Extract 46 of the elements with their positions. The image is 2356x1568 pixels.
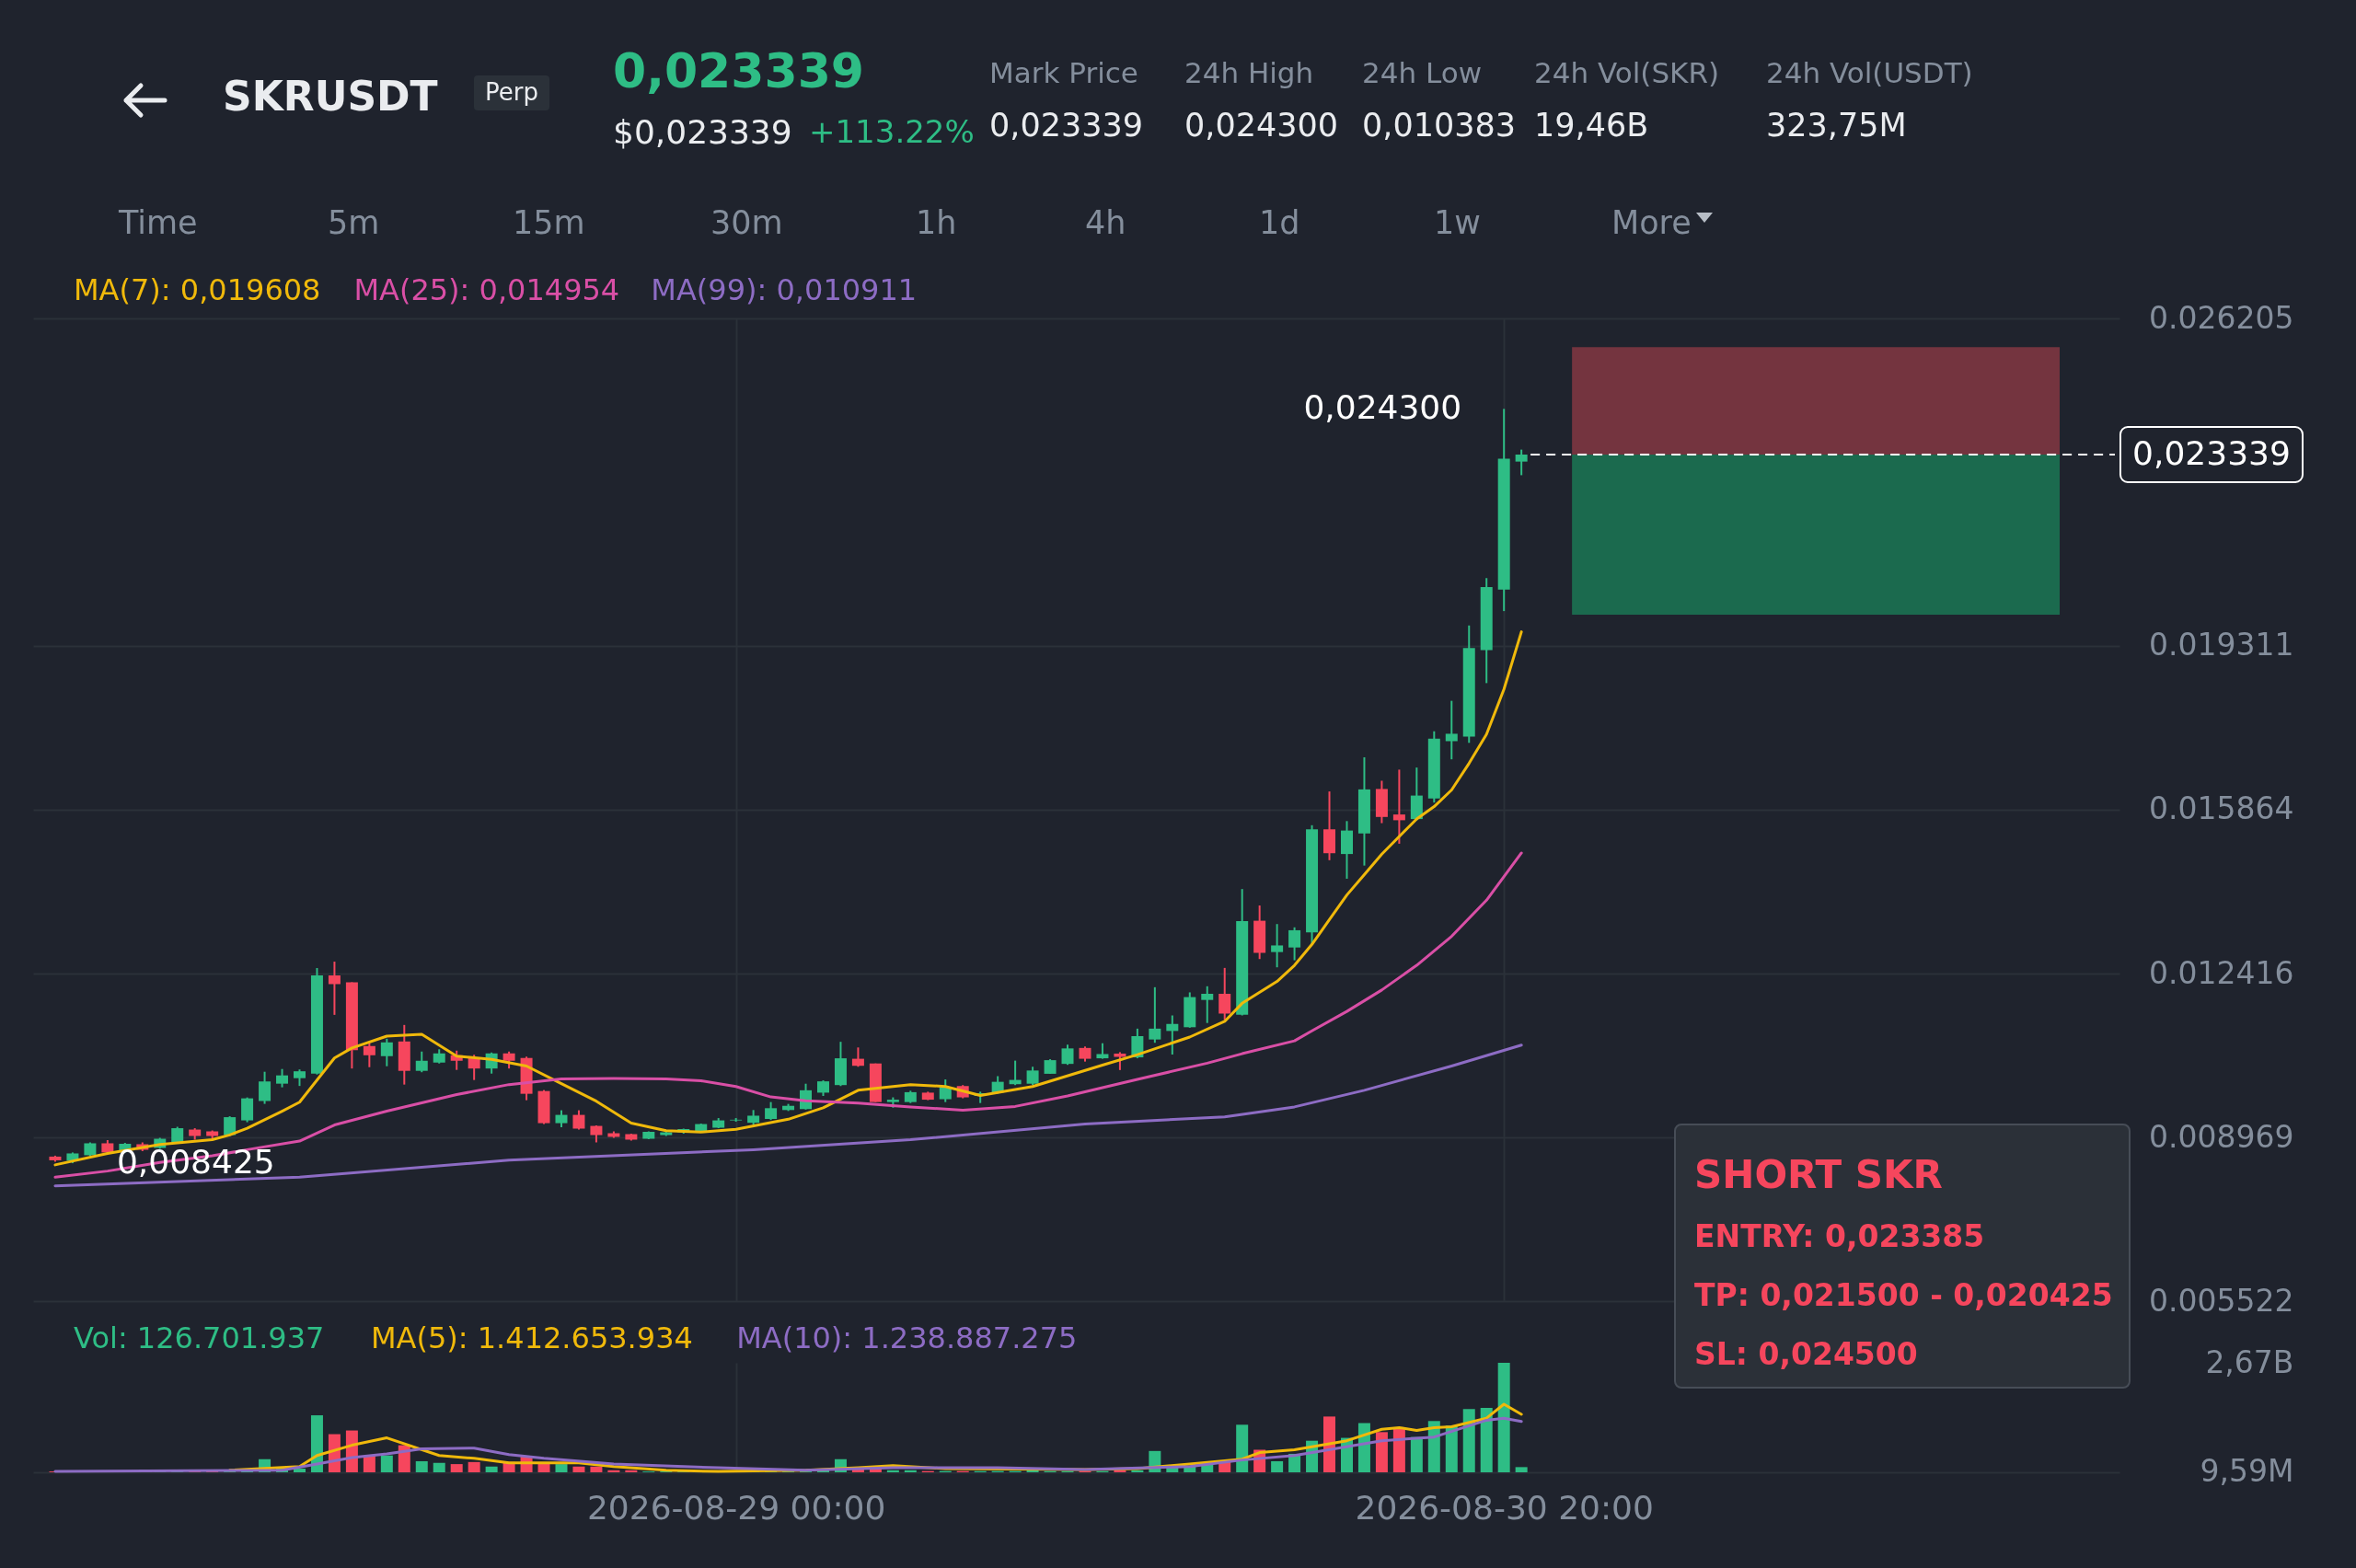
- chart-subtitle: Perp: [474, 75, 549, 110]
- y-tick-label: 0.008969: [2149, 1118, 2294, 1155]
- text: MA(5): 1.412.653.934: [370, 1320, 693, 1355]
- annotation: SL: 0,024500: [1694, 1336, 1918, 1373]
- text: 30m: [710, 203, 783, 242]
- text: 323,75M: [1766, 106, 1907, 144]
- text: Vol: 126.701.937: [74, 1320, 325, 1355]
- text: 0,010383: [1362, 106, 1517, 144]
- text: MA(99): 0,010911: [651, 272, 918, 307]
- text: More: [1611, 203, 1692, 242]
- text: 24h Low: [1362, 56, 1482, 90]
- text: +113.22%: [809, 113, 975, 151]
- text: 0,023339: [613, 43, 865, 99]
- y-tick-label: 0.005522: [2149, 1282, 2294, 1319]
- text: 1w: [1434, 203, 1481, 242]
- y-tick-label: 0.015864: [2149, 790, 2294, 827]
- text: 4h: [1085, 203, 1126, 242]
- x-tick-label: 2026-08-30 20:00: [1355, 1488, 1654, 1527]
- x-tick-label: 2026-08-29 00:00: [586, 1488, 886, 1527]
- text: MA(7): 0,019608: [74, 272, 321, 307]
- text: 1d: [1259, 203, 1300, 242]
- text: Mark Price: [989, 56, 1138, 90]
- y-tick-label: 2,67B: [2205, 1343, 2294, 1380]
- annotation: ENTRY: 0,023385: [1694, 1218, 1985, 1255]
- y-tick-label: 0.019311: [2149, 627, 2294, 663]
- y-tick-label: 0.026205: [2149, 299, 2294, 336]
- text: 0,023339: [989, 106, 1144, 144]
- text: 15m: [513, 203, 585, 242]
- text: 0,024300: [1184, 106, 1339, 144]
- ref-line-label: 0,023339: [2132, 433, 2291, 472]
- text: Time: [119, 203, 198, 242]
- text: 1h: [916, 203, 957, 242]
- text: 19,46B: [1534, 106, 1649, 144]
- text: MA(25): 0,014954: [353, 272, 620, 307]
- annotation: TP: 0,021500 - 0,020425: [1694, 1277, 2113, 1314]
- y-tick-label: 0.012416: [2149, 954, 2294, 991]
- text: SHORT SKR: [1694, 1151, 1943, 1198]
- text: MA(10): 1.238.887.275: [736, 1320, 1078, 1355]
- annotation: 0,024300: [1303, 388, 1462, 427]
- text: 24h Vol(SKR): [1534, 56, 1720, 90]
- text: 24h Vol(USDT): [1766, 56, 1973, 90]
- text: 5m: [328, 203, 380, 242]
- y-tick-label: 9,59M: [2200, 1453, 2294, 1490]
- text: 24h High: [1184, 56, 1314, 90]
- text: $0,023339: [613, 113, 792, 152]
- chart-title: SKRUSDT: [223, 72, 438, 121]
